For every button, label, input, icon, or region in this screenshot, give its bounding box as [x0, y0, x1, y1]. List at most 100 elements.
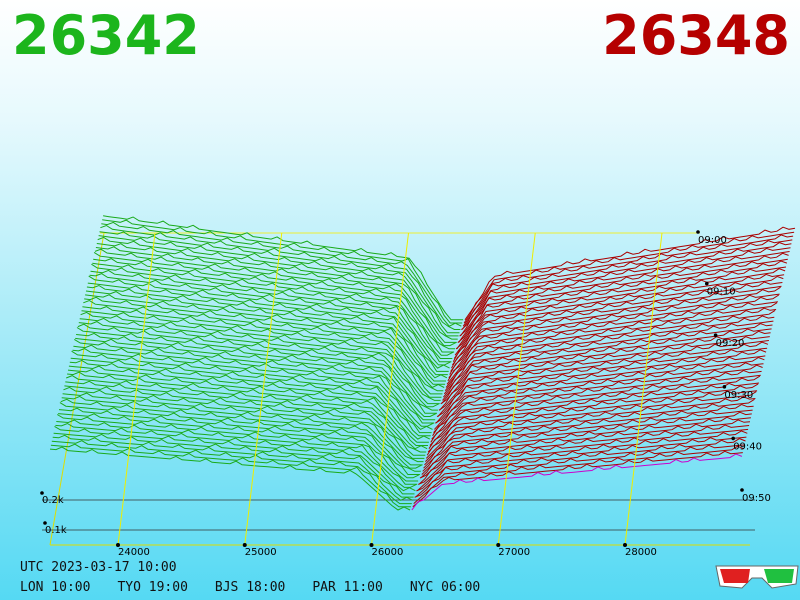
ask-depth-line [420, 416, 751, 479]
bid-depth-line [65, 380, 426, 456]
ask-depth-line [434, 356, 765, 430]
ask-depth-line [416, 430, 748, 492]
ask-depth-line [421, 411, 752, 475]
ask-depth-line [463, 231, 795, 324]
ask-depth-line [440, 330, 771, 405]
time-tick [696, 230, 700, 234]
ask-depth-line [429, 375, 761, 446]
ask-depth-line [425, 391, 757, 459]
bid-depth-line [86, 284, 448, 379]
ask-depth-line [454, 268, 786, 356]
ask-depth-line [461, 239, 793, 330]
ask-depth-line [419, 419, 751, 479]
depth-tick-label: 0.1k [45, 525, 67, 536]
price-tick [116, 543, 120, 547]
3d-glasses-icon[interactable] [712, 558, 800, 598]
bid-depth-line [101, 221, 462, 327]
time-tick-label: 09:10 [707, 287, 736, 298]
ask-depth-line [452, 275, 784, 362]
time-tick-label: 09:30 [724, 390, 753, 401]
time-tick-label: 09:40 [733, 441, 762, 452]
ask-depth-line [450, 286, 781, 372]
price-tick-label: 25000 [245, 547, 277, 558]
ask-depth-line [464, 226, 796, 321]
bid-depth-line [51, 440, 412, 505]
bid-depth-line [66, 375, 427, 453]
depth-dot [43, 521, 47, 525]
bid-depth-line [77, 323, 438, 411]
price-tick [242, 543, 247, 547]
time-tick [713, 333, 718, 338]
ask-depth-line [423, 403, 754, 469]
ask-depth-line [455, 266, 787, 350]
bid-depth-line [91, 263, 452, 363]
price-grid-line [497, 232, 536, 546]
price-tick-label: 27000 [498, 547, 530, 558]
bid-depth-line [96, 243, 457, 343]
ask-depth-line [418, 428, 749, 485]
time-tick-label: 09:00 [698, 235, 727, 246]
ask-depth-line [427, 383, 759, 453]
bid-depth-line [69, 359, 431, 440]
time-tick [705, 281, 709, 286]
depth-tick-label: 0.2k [42, 495, 64, 506]
clock: LON 10:00 [20, 580, 91, 595]
price-grid-line [117, 232, 156, 546]
ask-depth-line [439, 336, 770, 411]
ask-depth-line [415, 438, 746, 498]
ask-depth-line [445, 307, 777, 388]
bid-depth-line [103, 215, 464, 321]
bid-depth-line [71, 350, 432, 434]
bid-depth-line [64, 385, 425, 459]
bid-depth-line [74, 338, 435, 424]
bid-depth-line [72, 348, 433, 431]
bid-depth-line [80, 311, 441, 401]
price-tick [623, 543, 627, 547]
ask-depth-line [422, 409, 753, 472]
bid-depth-line [54, 425, 415, 495]
depth-dot [40, 491, 44, 495]
ask-depth-line [446, 302, 778, 385]
price-grid-line [244, 232, 283, 546]
bid-depth-line [78, 321, 440, 408]
ask-depth-line [447, 301, 778, 382]
bid-depth-line [68, 365, 429, 443]
ask-depth-line [435, 349, 767, 424]
time-tick-label: 09:50 [742, 493, 771, 504]
ask-depth-line [425, 396, 756, 462]
bid-depth-line [90, 269, 451, 366]
ask-depth-line [413, 445, 744, 504]
time-tick [722, 385, 727, 389]
ask-depth-line [442, 323, 773, 401]
bid-depth-line [100, 224, 461, 330]
ask-depth-line [438, 340, 769, 411]
price-grid-line [371, 232, 409, 546]
ask-depth-line [412, 450, 743, 508]
price-grid-line [624, 232, 663, 546]
ask-price: 26348 [602, 4, 790, 67]
utc-time: UTC 2023-03-17 10:00 [20, 560, 177, 575]
bid-depth-line [93, 258, 454, 356]
bid-depth-line [75, 337, 436, 421]
bid-depth-line [95, 246, 457, 347]
time-tick [731, 436, 735, 441]
bid-depth-line [73, 344, 434, 427]
surface [49, 215, 796, 511]
ask-depth-line [418, 424, 750, 485]
ask-depth-line [428, 382, 760, 449]
bid-depth-line [94, 248, 455, 350]
ask-depth-line [431, 369, 762, 440]
floor-frame [49, 232, 750, 546]
time-tick [740, 488, 744, 492]
bid-depth-line [92, 262, 453, 359]
ask-depth-line [424, 398, 755, 466]
bid-depth-line [63, 386, 424, 463]
price-tick-label: 26000 [372, 547, 404, 558]
ask-depth-line [459, 251, 790, 337]
ask-depth-line [437, 341, 769, 417]
bid-depth-line [58, 413, 419, 482]
ask-depth-line [462, 234, 794, 327]
clock: BJS 18:00 [214, 580, 286, 595]
